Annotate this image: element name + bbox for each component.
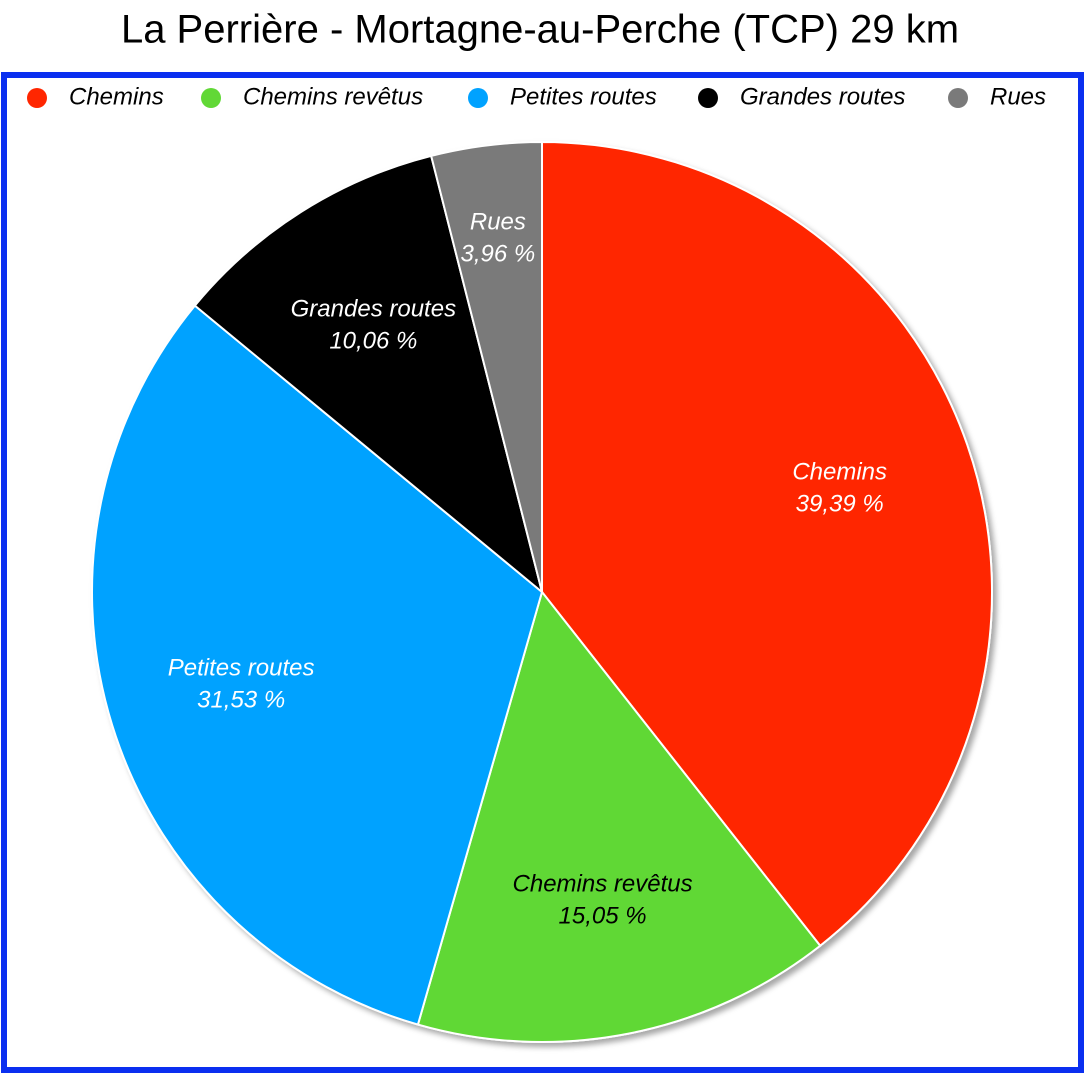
slice-value-label: 31,53 % [197, 687, 285, 714]
pie [91, 140, 993, 1043]
slice-value-label: 10,06 % [329, 327, 417, 354]
legend: Chemins Chemins revêtus Petites routes Gran… [27, 83, 1046, 110]
legend-marker [698, 88, 718, 108]
slice-label: Grandes routes [291, 295, 456, 322]
legend-marker [27, 88, 47, 108]
chart-title: La Perrière - Mortagne-au-Perche (TCP) 2… [121, 8, 959, 52]
legend-label: Chemins revêtus [243, 83, 423, 110]
slice-value-label: 15,05 % [559, 902, 647, 929]
legend-marker [948, 88, 968, 108]
pie-slice [91, 304, 544, 1026]
pie-slice [193, 154, 544, 595]
chart-frame [1, 72, 1084, 1073]
legend-label: Rues [990, 83, 1046, 110]
slice-label: Chemins revêtus [513, 870, 693, 897]
legend-label: Grandes routes [740, 83, 905, 110]
labels: Chemins 39,39 % Chemins revêtus 15,05 % Peti… [168, 209, 887, 930]
pie-slice [541, 140, 993, 948]
legend-marker [201, 88, 221, 108]
slice-label: Petites routes [168, 655, 315, 682]
slice-label: Rues [470, 209, 526, 236]
slice-value-label: 39,39 % [796, 490, 884, 517]
legend-label: Petites routes [510, 83, 657, 110]
legend-marker [468, 88, 488, 108]
pie-slice [416, 589, 822, 1043]
legend-label: Chemins [69, 83, 164, 110]
pie-slice [429, 140, 543, 593]
slice-value-label: 3,96 % [461, 241, 536, 268]
slice-label: Chemins [792, 458, 887, 485]
